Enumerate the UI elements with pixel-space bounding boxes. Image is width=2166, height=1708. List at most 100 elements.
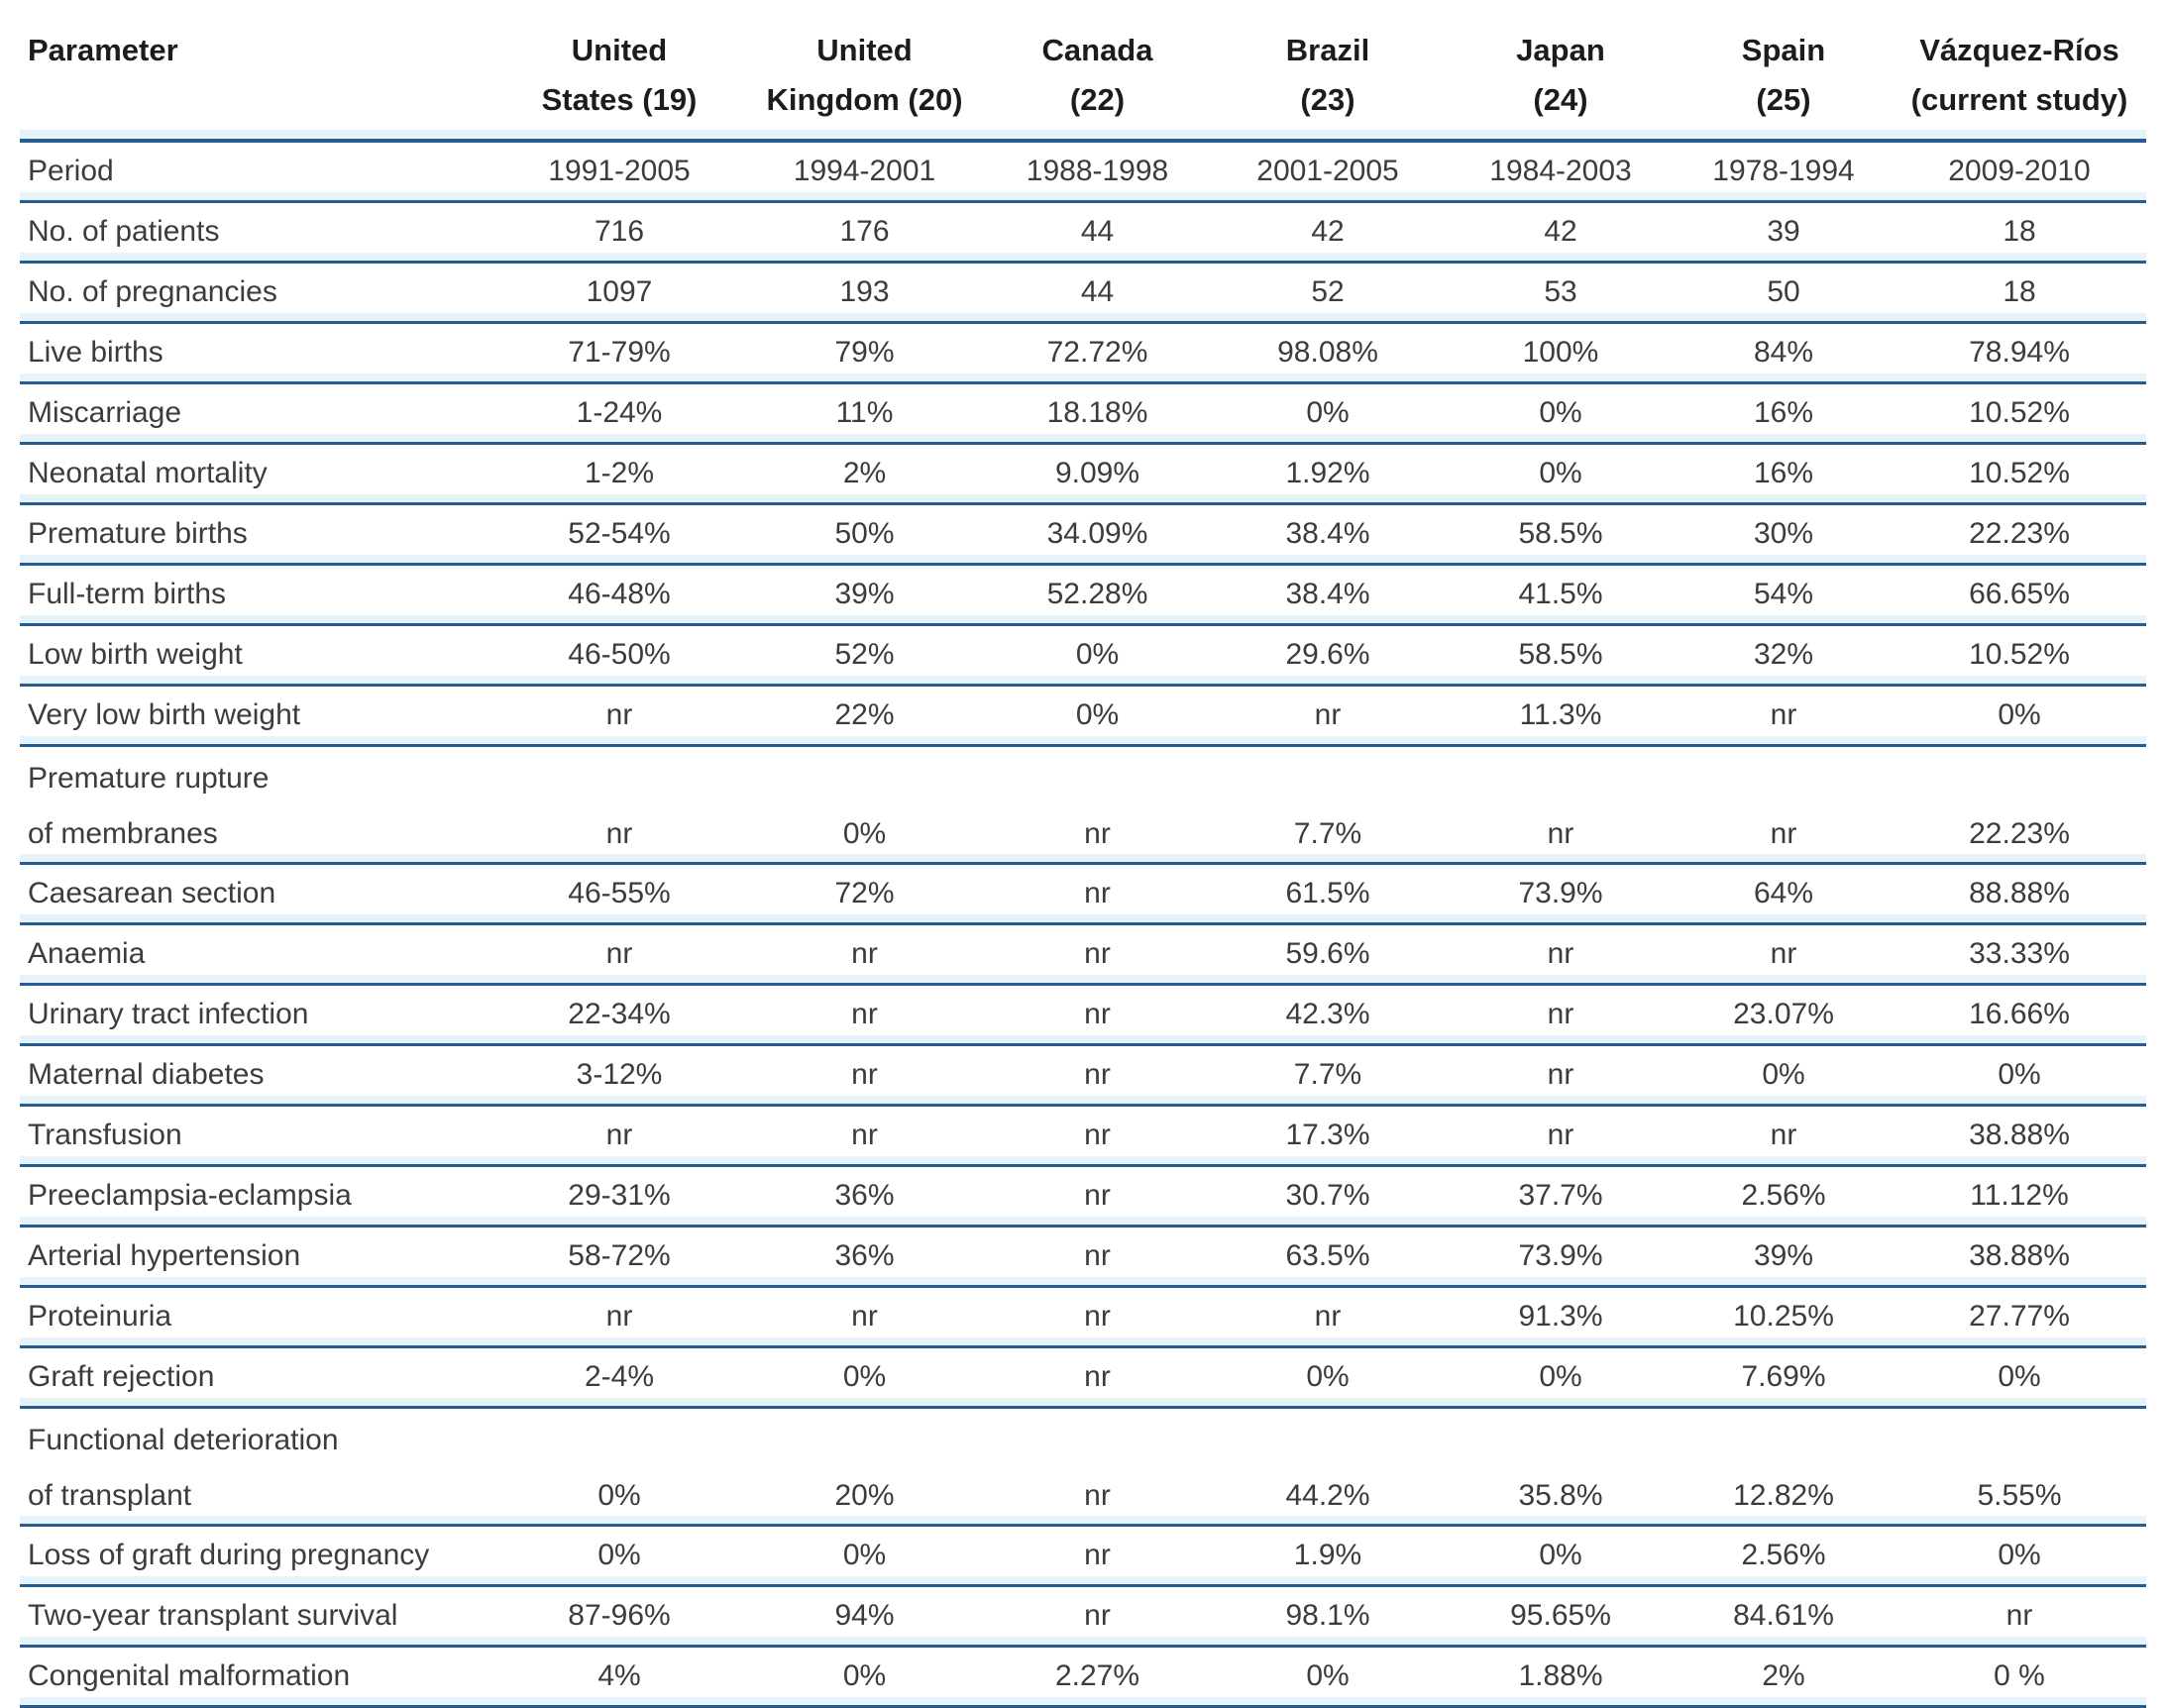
value-text: nr [1314,1300,1342,1333]
value-text: nr [605,817,633,850]
value-cell-japan: 91.3% [1447,1286,1675,1348]
parameter-text-line: Arterial hypertension [28,1239,301,1272]
value-text: 22-34% [568,998,671,1030]
value-cell-brazil: 42 [1209,201,1447,264]
value-text: 10.25% [1733,1300,1834,1333]
value-cell-spain: 84.61% [1675,1585,1893,1648]
value-cell-united-kingdom: nr [743,923,986,986]
parameter-text-line: of transplant [28,1479,192,1512]
value-text: 73.9% [1518,1239,1603,1272]
value-text: 42 [1544,215,1577,248]
value-cell-brazil: 7.7% [1209,1044,1447,1107]
value-text: 2001-2005 [1256,155,1399,187]
value-text: 18 [2003,275,2036,308]
value-text: 0% [1539,1539,1582,1571]
value-cell-brazil: 0% [1209,1346,1447,1409]
value-cell-current-study: 2009-2010 [1893,141,2146,203]
value-text: 95.65% [1510,1599,1611,1632]
value-text: nr [605,937,633,970]
value-text: 100% [1522,336,1599,369]
pregnancy-outcomes-comparison-table: Parameter United States (19) United King… [20,16,2146,1708]
value-text: 2009-2010 [1948,155,2091,187]
value-text: 84% [1753,336,1814,369]
value-cell-current-study: 27.77% [1893,1286,2146,1348]
value-cell-brazil: 98.1% [1209,1585,1447,1648]
value-cell-united-kingdom: 36% [743,1165,986,1228]
value-cell-brazil: 0% [1209,382,1447,445]
value-cell-united-states: 46-48% [495,564,743,626]
value-cell-united-kingdom: nr [743,1286,986,1348]
table-row: Functional deterioration of transplant 0% 2… [20,1407,2146,1527]
value-cell-united-states: 2-4% [495,1346,743,1409]
value-cell-united-kingdom: 79% [743,322,986,384]
value-text: 71-79% [568,336,671,369]
value-text: 44 [1080,215,1115,248]
parameter-text-line: Loss of graft during pregnancy [28,1539,430,1571]
value-cell-canada: nr [986,984,1209,1046]
value-cell-united-states: 71-79% [495,322,743,384]
parameter-text-line: Premature births [28,517,248,550]
value-text: 7.7% [1293,1058,1362,1091]
value-cell-canada: 9.09% [986,443,1209,505]
value-text: 1.9% [1293,1539,1362,1571]
value-cell-united-kingdom: nr [743,1105,986,1167]
value-cell-united-kingdom: 0% [743,745,986,865]
value-text: 16% [1753,457,1814,489]
value-cell-united-kingdom: 36% [743,1226,986,1288]
table-row: Miscarriage 1-24% 11% 18.18% 0% 0% 16% 10.52% [20,382,2146,445]
value-cell-canada: nr [986,863,1209,925]
value-text: 0% [597,1479,641,1512]
value-cell-united-kingdom: 1994-2001 [743,141,986,203]
value-cell-spain: 2% [1675,1646,1893,1708]
value-cell-current-study: 38.88% [1893,1226,2146,1288]
value-cell-brazil: nr [1209,685,1447,747]
value-text: 0% [842,1360,887,1393]
value-text: 10.52% [1969,638,2070,671]
value-cell-canada: 2.27% [986,1646,1209,1708]
value-cell-canada: nr [986,1105,1209,1167]
value-text: 1.92% [1285,457,1370,489]
table-row: Very low birth weight nr 22% 0% nr 11.3% nr 0% [20,685,2146,747]
value-text: 64% [1753,877,1814,909]
row-parameter-label: Loss of graft during pregnancy [20,1525,495,1587]
value-text: 1978-1994 [1712,155,1855,187]
value-cell-united-kingdom: 176 [743,201,986,264]
value-cell-spain: 39 [1675,201,1893,264]
value-cell-canada: nr [986,923,1209,986]
row-parameter-label: Live births [20,322,495,384]
value-cell-brazil: 1.9% [1209,1525,1447,1587]
parameter-text-line: Full-term births [28,578,227,610]
value-cell-current-study: 66.65% [1893,564,2146,626]
parameter-text-line: No. of patients [28,215,220,248]
row-parameter-label: Miscarriage [20,382,495,445]
value-cell-japan: 58.5% [1447,503,1675,566]
value-text: 0% [1539,1360,1582,1393]
table-row: Period 1991-2005 1994-2001 1988-1998 2001-20… [20,141,2146,203]
value-text: 10.52% [1969,396,2070,429]
row-parameter-label: Anaemia [20,923,495,986]
value-cell-united-states: nr [495,1286,743,1348]
value-text: 10.52% [1969,457,2070,489]
value-text: 59.6% [1285,937,1370,970]
value-text: 58.5% [1518,638,1603,671]
value-text: 0% [1075,638,1120,671]
table-row: Transfusion nr nr nr 17.3% nr nr 38.88% [20,1105,2146,1167]
value-text: 32% [1753,638,1814,671]
value-cell-united-states: 29-31% [495,1165,743,1228]
header-col-spain: Spain (25) [1675,16,1893,143]
value-cell-spain: 54% [1675,564,1893,626]
value-cell-spain: nr [1675,1105,1893,1167]
table-row: No. of pregnancies 1097 193 44 52 53 50 18 [20,262,2146,324]
row-parameter-label: Premature births [20,503,495,566]
value-cell-united-kingdom: nr [743,1044,986,1107]
value-cell-japan: 1.88% [1447,1646,1675,1708]
value-text: 54% [1753,578,1814,610]
value-cell-spain: 12.82% [1675,1407,1893,1527]
value-text: 1097 [586,275,653,308]
header-col-current-study: Vázquez-Ríos (current study) [1893,16,2146,143]
value-cell-japan: 73.9% [1447,863,1675,925]
value-cell-brazil: 1.92% [1209,443,1447,505]
value-cell-canada: nr [986,1585,1209,1648]
value-text: 4% [597,1659,641,1692]
value-text: 38.88% [1969,1119,2070,1151]
